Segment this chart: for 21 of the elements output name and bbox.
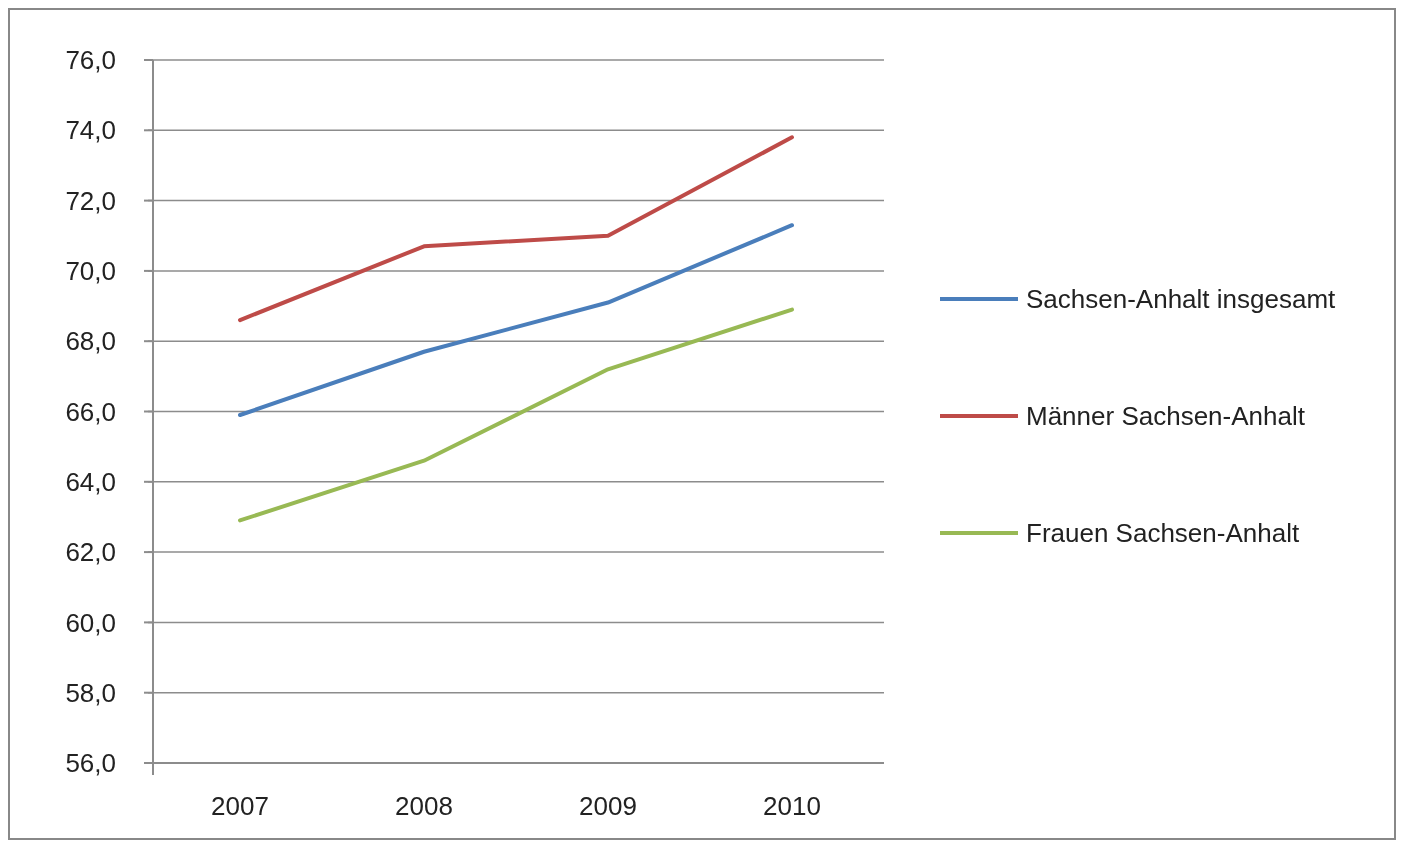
legend-label: Frauen Sachsen-Anhalt [1026,518,1300,549]
legend-label: Sachsen-Anhalt insgesamt [1026,284,1337,315]
x-tick-label: 2007 [211,791,269,821]
x-tick-label: 2009 [579,791,637,821]
x-tick-label: 2010 [763,791,821,821]
line-series [238,223,794,418]
y-tick-label: 60,0 [65,607,116,638]
y-tick-label: 64,0 [65,466,116,497]
y-tick-label: 72,0 [65,185,116,216]
y-tick-label: 76,0 [65,45,116,76]
line-series [238,135,794,323]
y-tick-label: 58,0 [65,677,116,708]
y-tick-label: 66,0 [65,396,116,427]
legend-label: Männer Sachsen-Anhalt [1026,401,1306,432]
y-tick-label: 74,0 [65,115,116,146]
line-series [238,307,794,523]
y-tick-label: 68,0 [65,326,116,357]
x-tick-label: 2008 [395,791,453,821]
y-tick-label: 70,0 [65,256,116,286]
y-tick-label: 62,0 [65,537,116,568]
y-tick-label: 56,0 [65,748,116,779]
